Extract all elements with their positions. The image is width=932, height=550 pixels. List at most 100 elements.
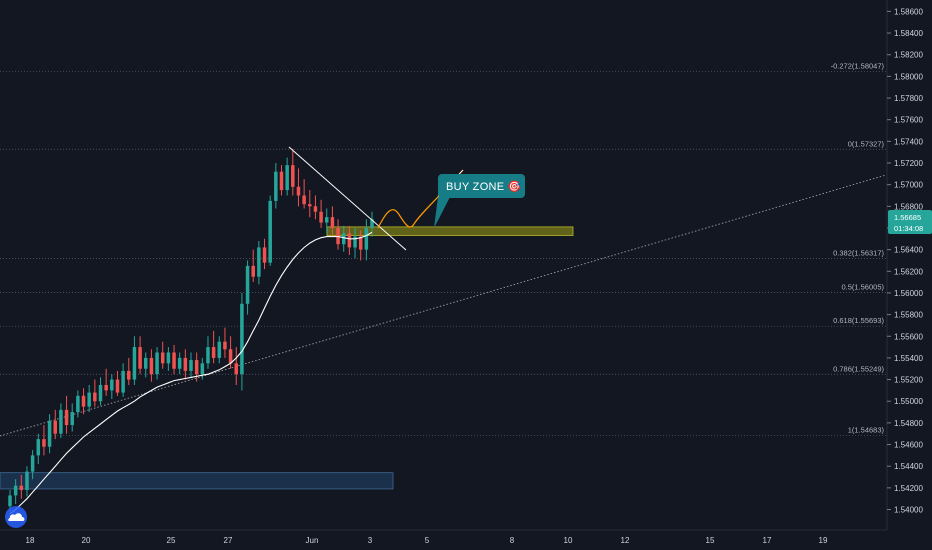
- candle-body: [189, 360, 193, 371]
- candle-body: [143, 357, 148, 369]
- candle: [160, 341, 165, 369]
- buy-zone[interactable]: [326, 226, 574, 236]
- price-tick-label: 1.57200: [894, 159, 923, 168]
- candle: [98, 377, 103, 406]
- time-tick-label: 10: [564, 536, 573, 545]
- cloud-icon: [8, 513, 25, 521]
- candle: [353, 227, 357, 259]
- candle: [330, 206, 335, 237]
- candle: [42, 425, 46, 456]
- candle-body: [30, 455, 35, 472]
- candle-body: [353, 236, 357, 248]
- logo-badge[interactable]: [5, 506, 27, 528]
- price-tick-label: 1.57400: [894, 137, 923, 146]
- price-tick-label: 1.58200: [894, 51, 923, 60]
- candle-body: [25, 471, 29, 491]
- fib-level-label: 0.5(1.56005): [841, 282, 884, 291]
- fib-level-label: 1(1.54683): [848, 426, 885, 435]
- falling-trendline[interactable]: [288, 146, 407, 251]
- price-tick-label: 1.56000: [894, 289, 923, 298]
- candle: [155, 347, 159, 380]
- price-tick-label: 1.56400: [894, 246, 923, 255]
- callout-label: BUY ZONE 🎯: [446, 180, 522, 193]
- time-axis[interactable]: 18 20 25 27 Jun 3 5 8 10 12 15 17 19: [26, 536, 828, 545]
- candle: [127, 357, 131, 385]
- candle-body: [228, 349, 233, 364]
- candle-body: [53, 420, 58, 434]
- price-axis[interactable]: 1.58600 1.58400 1.58200 1.58000 1.57800 1.576…: [887, 7, 923, 515]
- current-price-tag: 1.56685 01:34:08: [888, 210, 932, 234]
- time-tick-label: 8: [510, 536, 515, 545]
- candle-body: [291, 165, 295, 187]
- candle-body: [132, 347, 137, 380]
- candle: [279, 165, 284, 196]
- candle-body: [194, 360, 199, 375]
- candle: [234, 347, 239, 385]
- price-tick-label: 1.57600: [894, 116, 923, 125]
- candle: [132, 336, 137, 385]
- candle: [76, 390, 80, 418]
- candle-body: [251, 265, 255, 277]
- buy-zone-callout[interactable]: BUY ZONE 🎯: [434, 174, 525, 228]
- candle: [166, 347, 171, 371]
- candle: [211, 330, 216, 364]
- candle: [274, 163, 278, 209]
- candle: [177, 352, 182, 375]
- candle: [53, 409, 58, 440]
- candle-body: [313, 206, 318, 212]
- candle-body: [13, 485, 18, 496]
- candle-body: [47, 420, 52, 447]
- candle: [313, 195, 318, 220]
- candle: [172, 344, 176, 375]
- time-tick-label: 15: [706, 536, 715, 545]
- moving-average-line: [9, 231, 373, 515]
- candle: [364, 219, 369, 261]
- candle: [223, 327, 227, 358]
- candle: [115, 370, 120, 396]
- candle-body: [223, 341, 227, 350]
- candle: [268, 195, 272, 266]
- candle-body: [93, 392, 97, 402]
- candle: [87, 384, 91, 413]
- time-tick-label: 19: [819, 536, 828, 545]
- fib-level-label: 0.786(1.55249): [833, 364, 884, 373]
- candle-body: [245, 265, 250, 304]
- candle: [296, 168, 301, 207]
- candle: [93, 379, 97, 407]
- price-tick-label: 1.56200: [894, 267, 923, 276]
- time-tick-label: 20: [82, 536, 91, 545]
- candle: [217, 336, 222, 364]
- candle: [64, 395, 69, 434]
- candle: [149, 349, 154, 382]
- candle: [13, 479, 18, 505]
- price-tick-label: 1.55800: [894, 311, 923, 320]
- candle-body: [172, 352, 176, 369]
- countdown-label: 01:34:08: [894, 224, 923, 233]
- candle: [189, 352, 193, 378]
- candle: [30, 449, 35, 480]
- candle-body: [98, 384, 103, 402]
- fib-level-label: 0.382(1.56317): [833, 249, 884, 258]
- time-tick-label: 27: [224, 536, 233, 545]
- candle-body: [70, 412, 74, 426]
- candle: [257, 240, 261, 285]
- candle: [59, 403, 63, 439]
- candle-body: [285, 165, 289, 191]
- candle: [110, 374, 114, 400]
- candle-body: [160, 352, 165, 364]
- candle-body: [341, 233, 346, 245]
- candle-body: [200, 363, 205, 375]
- candle-body: [138, 347, 142, 369]
- candle: [104, 368, 108, 396]
- fib-level-label: 0.618(1.55693): [833, 316, 884, 325]
- price-tick-label: 1.54000: [894, 506, 923, 515]
- candle: [36, 433, 41, 465]
- demand-zone[interactable]: [0, 472, 394, 490]
- candle-body: [274, 171, 278, 201]
- candle: [240, 292, 244, 391]
- candle: [143, 352, 148, 378]
- price-tick-label: 1.55400: [894, 354, 923, 363]
- candle-body: [87, 392, 91, 407]
- candle-body: [36, 439, 41, 456]
